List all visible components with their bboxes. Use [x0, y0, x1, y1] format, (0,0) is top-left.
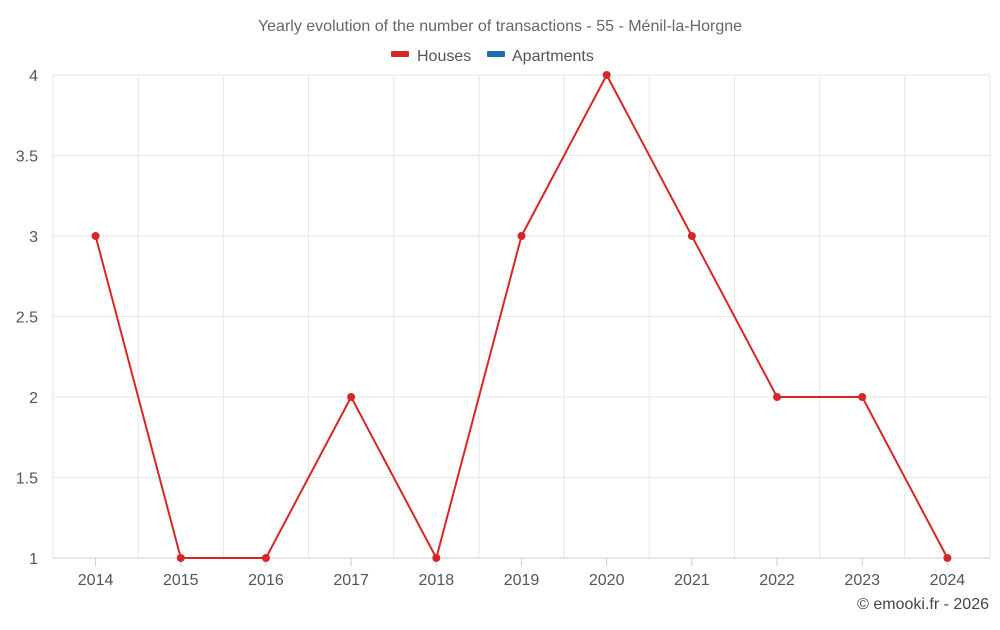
data-point-houses[interactable] [517, 232, 526, 240]
data-point-houses[interactable] [687, 232, 696, 240]
y-tick-label: 3.5 [16, 149, 38, 166]
axes: 1 1.5 2 2.5 3 3.5 4 2014 2015 2016 2017 2018 2019 202… [16, 68, 990, 589]
credit-text: © emooki.fr - 2026 [857, 596, 989, 613]
data-point-houses[interactable] [773, 393, 782, 401]
x-tick-label: 2014 [78, 572, 114, 589]
data-point-houses[interactable] [602, 71, 611, 79]
data-point-houses[interactable] [176, 554, 185, 562]
legend-label-apartments[interactable]: Apartments [512, 48, 594, 65]
y-tick-label: 1.5 [16, 471, 38, 488]
data-point-houses[interactable] [347, 393, 356, 401]
grid [52, 74, 991, 558]
y-tick-label: 2 [29, 390, 38, 407]
series-houses [91, 71, 952, 562]
chart-title: Yearly evolution of the number of transa… [258, 18, 742, 35]
y-tick-label: 3 [29, 229, 38, 246]
y-tick-label: 2.5 [16, 310, 38, 327]
data-point-houses[interactable] [91, 232, 100, 240]
x-tick-label: 2020 [589, 572, 625, 589]
x-tick-label: 2023 [844, 572, 880, 589]
data-point-houses[interactable] [432, 554, 441, 562]
x-tick-label: 2019 [504, 572, 540, 589]
x-tick-label: 2015 [163, 572, 199, 589]
x-tick-label: 2022 [759, 572, 795, 589]
legend-label-houses[interactable]: Houses [417, 48, 471, 65]
x-tick-label: 2018 [419, 572, 455, 589]
y-tick-label: 4 [29, 68, 38, 85]
x-tick-label: 2017 [333, 572, 369, 589]
data-point-houses[interactable] [943, 554, 952, 562]
legend-swatch-apartments[interactable] [487, 51, 505, 57]
legend: Houses Apartments [391, 48, 594, 65]
data-point-houses[interactable] [261, 554, 270, 562]
x-tick-label: 2021 [674, 572, 710, 589]
x-tick-label: 2024 [930, 572, 966, 589]
data-point-houses[interactable] [858, 393, 867, 401]
y-tick-label: 1 [29, 551, 38, 568]
x-tick-label: 2016 [248, 572, 284, 589]
legend-swatch-houses[interactable] [391, 51, 409, 57]
